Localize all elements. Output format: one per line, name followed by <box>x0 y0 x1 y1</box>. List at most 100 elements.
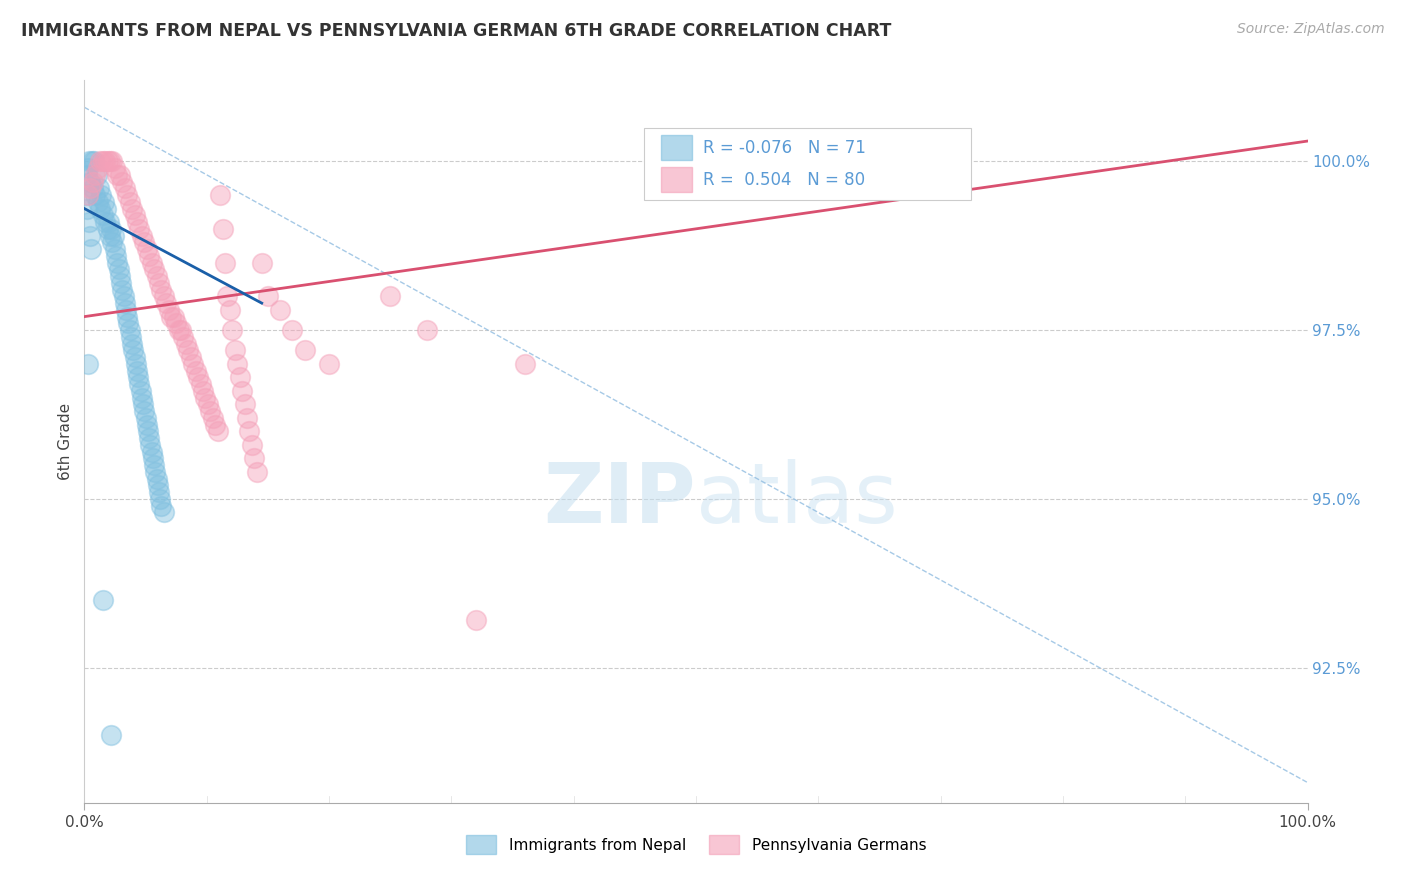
Point <box>83 154 105 169</box>
Point <box>149 491 172 506</box>
Point <box>131 228 153 243</box>
Point <box>77 357 100 371</box>
Point <box>231 384 253 398</box>
Point <box>172 330 194 344</box>
Point <box>416 323 439 337</box>
Point <box>139 438 162 452</box>
Point <box>91 208 114 222</box>
Point <box>115 302 138 317</box>
Point <box>118 194 141 209</box>
Point <box>194 391 217 405</box>
Point <box>160 310 183 324</box>
Point <box>153 289 176 303</box>
Point <box>79 228 101 243</box>
Point <box>97 215 120 229</box>
Point <box>114 296 136 310</box>
Y-axis label: 6th Grade: 6th Grade <box>58 403 73 480</box>
Point <box>132 397 155 411</box>
Point <box>124 208 146 222</box>
Point <box>79 175 101 189</box>
Text: R =  0.504   N = 80: R = 0.504 N = 80 <box>703 170 866 188</box>
Point <box>101 235 124 250</box>
Point <box>98 154 121 169</box>
Point <box>111 283 134 297</box>
Point <box>200 404 222 418</box>
Point <box>170 323 193 337</box>
Point <box>246 465 269 479</box>
Point <box>97 154 120 169</box>
Point <box>108 269 131 284</box>
Point <box>190 377 212 392</box>
Point <box>150 283 173 297</box>
Point <box>77 154 100 169</box>
Point <box>135 242 157 256</box>
Point <box>181 357 204 371</box>
Point <box>228 370 250 384</box>
Point <box>75 188 97 202</box>
Point <box>76 202 98 216</box>
Point <box>143 465 166 479</box>
Point <box>98 228 121 243</box>
Point <box>167 323 190 337</box>
Point <box>141 444 163 458</box>
Point <box>131 391 153 405</box>
Point <box>143 458 166 472</box>
Point <box>143 262 166 277</box>
Point <box>145 472 167 486</box>
Point <box>238 425 260 439</box>
Point <box>96 202 118 216</box>
Point <box>129 384 152 398</box>
Point <box>134 235 156 250</box>
Point <box>93 194 115 209</box>
Point <box>82 181 104 195</box>
Point <box>112 289 135 303</box>
Point <box>243 451 266 466</box>
Point <box>269 302 291 317</box>
Text: ZIP: ZIP <box>544 458 696 540</box>
Point <box>84 188 107 202</box>
Point <box>236 411 259 425</box>
Point <box>224 343 246 358</box>
Point <box>318 357 340 371</box>
Point <box>114 181 136 195</box>
Point <box>104 161 127 175</box>
Point <box>107 262 129 277</box>
Point <box>142 451 165 466</box>
Point <box>281 323 304 337</box>
Point <box>103 228 125 243</box>
Point <box>380 289 402 303</box>
Point <box>127 370 149 384</box>
Point <box>209 188 232 202</box>
Point <box>177 343 200 358</box>
Point <box>77 215 100 229</box>
Point <box>124 350 146 364</box>
Point <box>108 168 131 182</box>
Point <box>146 478 169 492</box>
Point <box>77 161 100 175</box>
Point <box>111 175 134 189</box>
Text: R = -0.076   N = 71: R = -0.076 N = 71 <box>703 139 866 157</box>
Point <box>110 276 132 290</box>
Point <box>105 249 128 263</box>
Point <box>104 242 127 256</box>
Point <box>76 168 98 182</box>
Point <box>219 302 242 317</box>
Point <box>101 154 124 169</box>
Point <box>80 154 103 169</box>
Point <box>257 289 280 303</box>
Point <box>148 485 170 500</box>
Point <box>180 350 202 364</box>
Point <box>207 425 229 439</box>
Point <box>187 370 209 384</box>
Point <box>221 323 243 337</box>
Point <box>211 222 233 236</box>
Point <box>115 188 138 202</box>
Point <box>125 215 148 229</box>
Point <box>77 188 100 202</box>
Legend: Immigrants from Nepal, Pennsylvania Germans: Immigrants from Nepal, Pennsylvania Germ… <box>460 830 932 860</box>
Point <box>226 357 249 371</box>
Point <box>464 614 486 628</box>
Point <box>134 404 156 418</box>
Point <box>94 154 117 169</box>
Point <box>214 255 236 269</box>
